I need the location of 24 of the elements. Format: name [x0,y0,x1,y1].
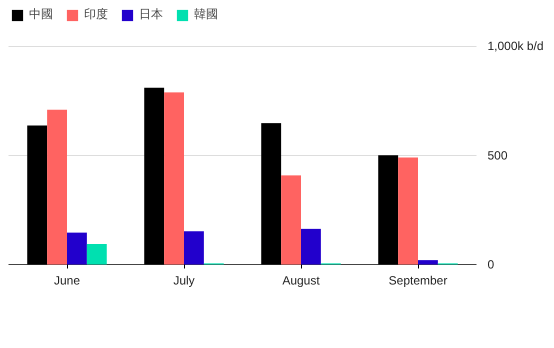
bar [67,232,87,264]
legend-label: 日本 [139,6,163,23]
bar [27,126,48,264]
bar [418,260,438,264]
y-tick-label: 0 [488,258,494,272]
bar [378,155,398,264]
bar [144,88,164,264]
bar [281,175,301,264]
bar [47,110,67,264]
y-tick-label: 500 [488,148,508,162]
bar [301,228,321,264]
legend-label: 中國 [29,6,53,23]
legend-label: 印度 [84,6,108,23]
bar [86,244,107,264]
bar [398,157,418,264]
legend-label: 韓國 [194,6,218,23]
bar [184,231,204,264]
y-tick-label: 1,000k b/d [488,39,544,54]
bar [261,123,282,264]
x-tick-label: July [173,274,195,288]
x-tick-label: August [282,274,320,288]
x-tick-label: June [54,274,80,288]
bar [164,92,184,264]
x-tick-label: September [388,274,448,288]
